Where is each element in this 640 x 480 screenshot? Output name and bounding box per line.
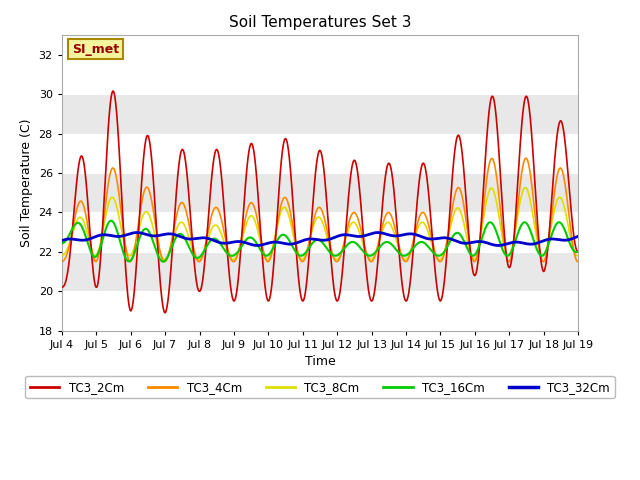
- TC3_4Cm: [367, 259, 375, 264]
- Bar: [62, 252, 578, 291]
- Text: SI_met: SI_met: [72, 43, 119, 56]
- Line: TC3_4Cm: TC3_4Cm: [62, 158, 578, 262]
- Line: TC3_32Cm: TC3_32Cm: [62, 232, 578, 245]
- Y-axis label: Soil Temperature (C): Soil Temperature (C): [20, 119, 33, 247]
- TC3_2Cm: [574, 249, 582, 255]
- TC3_2Cm: [559, 122, 566, 128]
- TC3_2Cm: [279, 143, 287, 149]
- TC3_16Cm: [275, 235, 283, 240]
- TC3_4Cm: [303, 248, 311, 254]
- TC3_4Cm: [559, 169, 566, 175]
- TC3_2Cm: [161, 310, 169, 316]
- TC3_8Cm: [279, 205, 287, 211]
- Line: TC3_2Cm: TC3_2Cm: [62, 91, 578, 313]
- TC3_4Cm: [433, 255, 441, 261]
- TC3_16Cm: [533, 246, 541, 252]
- TC3_8Cm: [522, 185, 529, 191]
- TC3_4Cm: [275, 213, 283, 218]
- TC3_16Cm: [108, 218, 115, 224]
- TC3_8Cm: [58, 253, 66, 259]
- TC3_8Cm: [559, 198, 566, 204]
- TC3_2Cm: [58, 284, 66, 290]
- TC3_16Cm: [303, 247, 311, 253]
- TC3_2Cm: [275, 186, 283, 192]
- TC3_4Cm: [533, 228, 541, 233]
- TC3_32Cm: [275, 240, 283, 245]
- TC3_32Cm: [533, 240, 541, 246]
- TC3_8Cm: [275, 216, 283, 222]
- TC3_32Cm: [374, 229, 381, 235]
- TC3_16Cm: [559, 223, 566, 228]
- TC3_4Cm: [522, 156, 530, 161]
- TC3_16Cm: [279, 232, 287, 238]
- TC3_2Cm: [109, 88, 117, 94]
- Bar: [62, 173, 578, 213]
- TC3_32Cm: [279, 240, 287, 246]
- TC3_16Cm: [433, 252, 441, 258]
- TC3_32Cm: [433, 236, 441, 241]
- TC3_32Cm: [303, 237, 311, 242]
- TC3_4Cm: [574, 259, 582, 264]
- X-axis label: Time: Time: [305, 355, 335, 368]
- TC3_16Cm: [159, 259, 167, 264]
- TC3_2Cm: [303, 272, 311, 278]
- TC3_8Cm: [436, 257, 444, 263]
- TC3_8Cm: [574, 252, 582, 258]
- TC3_8Cm: [433, 255, 441, 261]
- TC3_2Cm: [533, 210, 541, 216]
- Bar: [62, 95, 578, 134]
- TC3_2Cm: [433, 286, 441, 292]
- TC3_32Cm: [58, 238, 66, 243]
- Title: Soil Temperatures Set 3: Soil Temperatures Set 3: [228, 15, 412, 30]
- TC3_8Cm: [533, 236, 541, 241]
- Legend: TC3_2Cm, TC3_4Cm, TC3_8Cm, TC3_16Cm, TC3_32Cm: TC3_2Cm, TC3_4Cm, TC3_8Cm, TC3_16Cm, TC3…: [25, 376, 615, 398]
- TC3_4Cm: [279, 197, 287, 203]
- Line: TC3_8Cm: TC3_8Cm: [62, 188, 578, 260]
- TC3_16Cm: [574, 248, 582, 254]
- TC3_8Cm: [303, 247, 311, 252]
- Line: TC3_16Cm: TC3_16Cm: [62, 221, 578, 262]
- TC3_32Cm: [574, 233, 582, 239]
- TC3_4Cm: [58, 259, 66, 264]
- TC3_16Cm: [58, 240, 66, 246]
- TC3_32Cm: [559, 237, 566, 243]
- TC3_32Cm: [253, 242, 261, 248]
